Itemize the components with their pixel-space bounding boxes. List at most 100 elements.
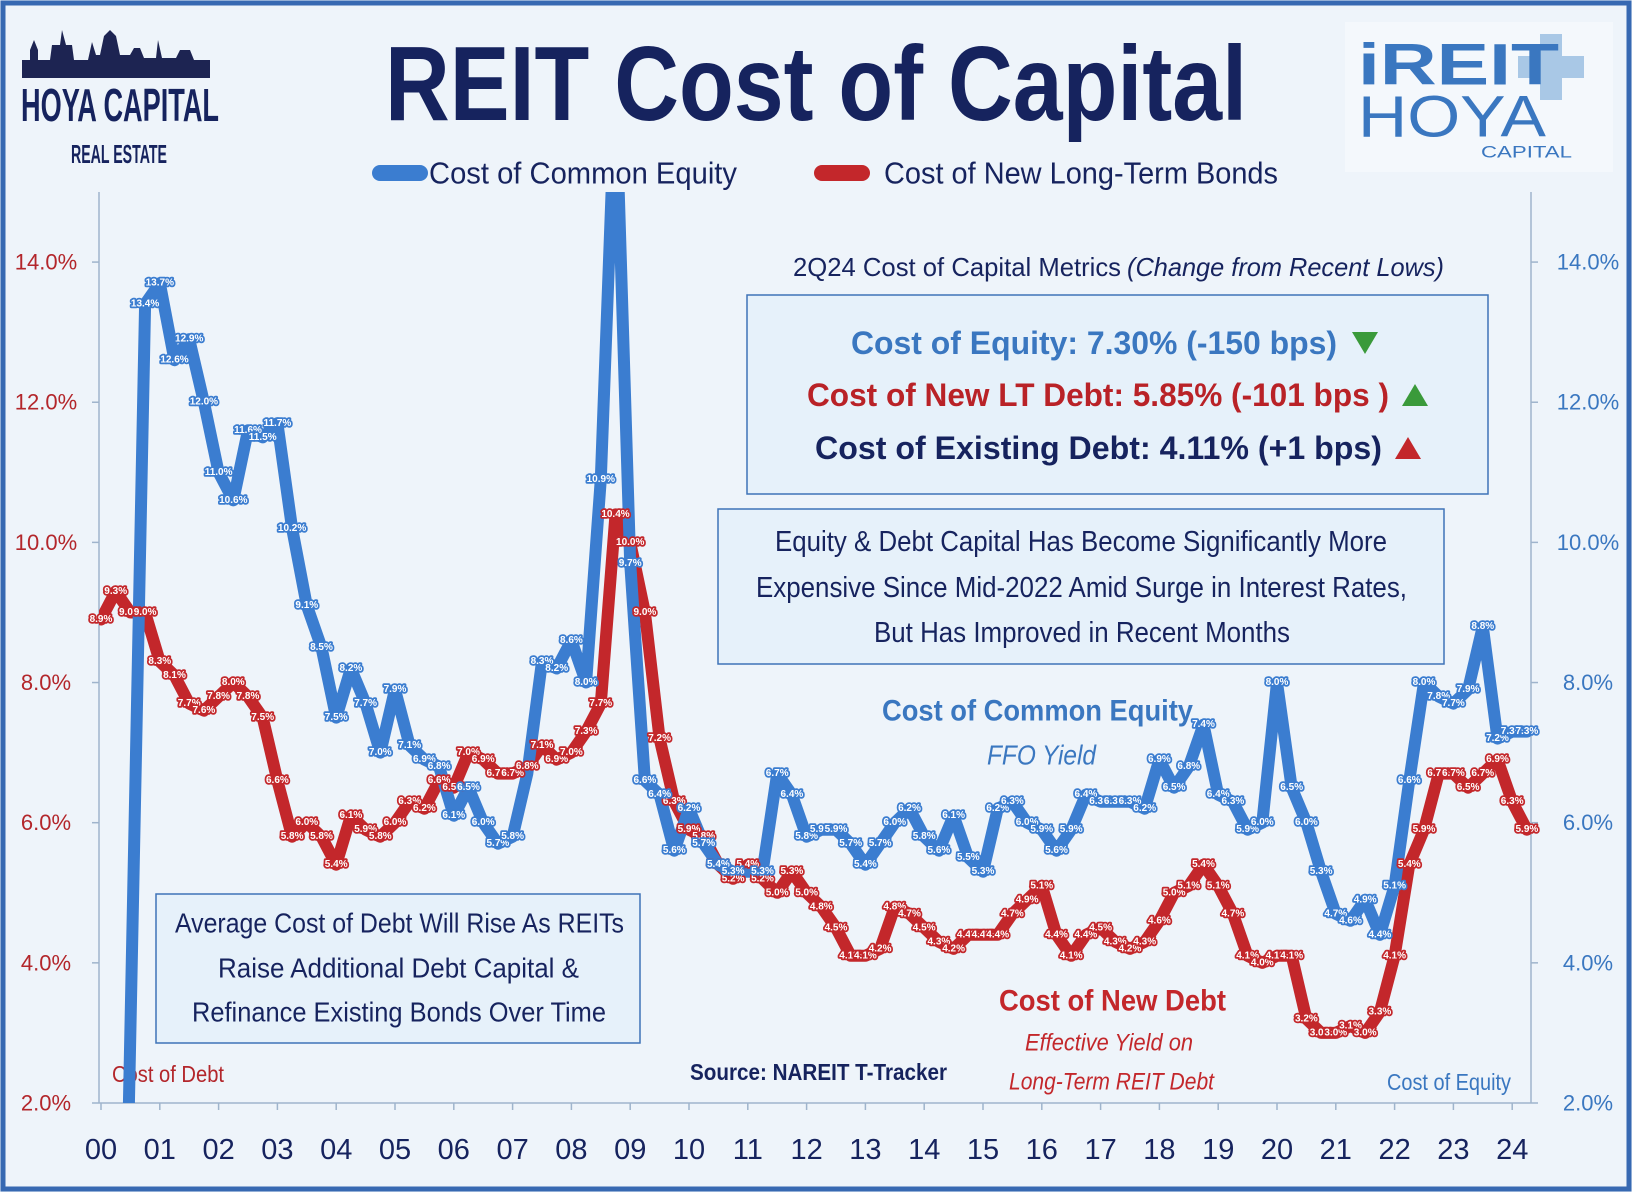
x-tick-label: 18: [1143, 1134, 1175, 1166]
metric-line: Cost of Existing Debt: 4.11% (+1 bps): [815, 430, 1382, 466]
data-label: 5.4%: [707, 859, 730, 870]
data-label: 5.4%: [854, 859, 877, 870]
data-label: 7.9%: [384, 684, 407, 695]
data-label: 4.2%: [869, 943, 892, 954]
data-label: 4.4%: [1075, 929, 1098, 940]
data-label: 7.3%: [575, 726, 598, 737]
x-tick-label: 15: [967, 1134, 999, 1166]
up-arrow: [1402, 384, 1428, 406]
logo-text: HOYA: [1358, 85, 1546, 150]
data-label: 3.0%: [1354, 1027, 1377, 1038]
data-label: 6.6%: [266, 775, 289, 786]
x-tick-label: 00: [85, 1134, 117, 1166]
data-label: 6.2%: [1133, 803, 1156, 814]
data-label: 6.8%: [1177, 761, 1200, 772]
data-label: 6.3%: [1104, 796, 1127, 807]
y2-tick-label: 12.0%: [1557, 390, 1619, 415]
data-label: 7.8%: [1427, 691, 1450, 702]
data-label: 6.1%: [340, 810, 363, 821]
data-label: 4.4%: [957, 929, 980, 940]
data-label: 4.8%: [883, 901, 906, 912]
data-label: 5.0%: [795, 887, 818, 898]
data-label: 4.7%: [1001, 908, 1024, 919]
data-label: 6.5%: [457, 782, 480, 793]
data-label: 8.3%: [531, 656, 554, 667]
data-label: 6.0%: [472, 817, 495, 828]
data-label: 4.4%: [1369, 929, 1392, 940]
x-tick-label: 12: [790, 1134, 822, 1166]
data-label: 5.6%: [663, 845, 686, 856]
source: Source: NAREIT T-Tracker: [690, 1059, 947, 1085]
data-label: 6.9%: [1148, 754, 1171, 765]
data-label: 5.1%: [1383, 880, 1406, 891]
up-arrow: [1395, 437, 1421, 459]
data-label: 5.3%: [781, 866, 804, 877]
debt-box: [155, 893, 641, 1044]
chart-title: REIT Cost of Capital: [385, 25, 1247, 143]
data-label: 6.4%: [1075, 789, 1098, 800]
plot-area: [99, 192, 1531, 1103]
data-label: 5.0%: [1163, 887, 1186, 898]
x-tick-label: 04: [320, 1134, 352, 1166]
data-label: 7.3%: [1501, 726, 1524, 737]
data-label: 6.7%: [1471, 768, 1494, 779]
data-label: 6.1%: [942, 810, 965, 821]
annotation-box: [717, 508, 1445, 665]
y2-tick-label: 14.0%: [1557, 250, 1619, 275]
data-label: 8.2%: [545, 663, 568, 674]
data-label: 7.0%: [457, 747, 480, 758]
logo-right: iREIT HOYA CAPITAL: [1345, 22, 1613, 172]
data-label: 7.7%: [354, 698, 377, 709]
data-label: 6.2%: [678, 803, 701, 814]
data-label: 5.8%: [913, 831, 936, 842]
x-tick-label: 20: [1261, 1134, 1293, 1166]
data-label: 8.8%: [1471, 621, 1494, 632]
data-label: 6.2%: [898, 803, 921, 814]
data-label: 6.8%: [428, 761, 451, 772]
data-label: 4.8%: [810, 901, 833, 912]
data-label: 9.7%: [619, 558, 642, 569]
x-tick-label: 23: [1437, 1134, 1469, 1166]
data-label: 3.0%: [1324, 1027, 1347, 1038]
data-label: 8.0%: [1413, 677, 1436, 688]
y2-tick-label: 8.0%: [1563, 670, 1613, 695]
data-label: 8.0%: [1266, 677, 1289, 688]
x-tick-label: 24: [1496, 1134, 1528, 1166]
legend-label: Cost of Common Equity: [429, 156, 737, 191]
x-tick-label: 06: [438, 1134, 470, 1166]
data-label: 4.7%: [1324, 908, 1347, 919]
logo-cross: [1518, 34, 1584, 100]
logo-text: HOYA CAPITAL: [21, 79, 219, 131]
metric-line: Cost of New LT Debt: 5.85% (-101 bps ): [807, 377, 1389, 413]
y2-tick-label: 2.0%: [1563, 1091, 1613, 1116]
data-label: 12.9%: [175, 334, 203, 345]
data-label: 8.0%: [575, 677, 598, 688]
x-tick-label: 17: [1084, 1134, 1116, 1166]
y2-axis-label: Cost of Equity: [1387, 1069, 1511, 1095]
y2-tick-label: 6.0%: [1563, 810, 1613, 835]
legend-label: Cost of New Long-Term Bonds: [884, 156, 1278, 191]
data-label: 5.8%: [369, 831, 392, 842]
data-label: 5.3%: [1310, 866, 1333, 877]
data-label: 4.6%: [1148, 915, 1171, 926]
series-note-sub: Long-Term REIT Debt: [1009, 1069, 1215, 1096]
data-label: 3.1%: [1339, 1020, 1362, 1031]
data-label: 4.5%: [913, 922, 936, 933]
down-arrow: [1352, 332, 1378, 354]
series-note: Cost of New Debt: [999, 985, 1226, 1018]
x-tick-label: 09: [614, 1134, 646, 1166]
data-label: 6.5%: [1280, 782, 1303, 793]
data-label: 4.5%: [1089, 922, 1112, 933]
data-label: 4.4%: [986, 929, 1009, 940]
data-label: 13.4%: [131, 299, 159, 310]
data-label: 5.6%: [928, 845, 951, 856]
data-label: 8.5%: [310, 642, 333, 653]
y-tick-label: 12.0%: [15, 390, 77, 415]
annotation-line: But Has Improved in Recent Months: [874, 617, 1290, 649]
data-label: 5.8%: [692, 831, 715, 842]
data-label: 6.3%: [1119, 796, 1142, 807]
data-label: 5.9%: [1030, 824, 1053, 835]
data-label: 6.6%: [428, 775, 451, 786]
data-label: 6.8%: [516, 761, 539, 772]
data-label: 11.5%: [249, 432, 277, 443]
